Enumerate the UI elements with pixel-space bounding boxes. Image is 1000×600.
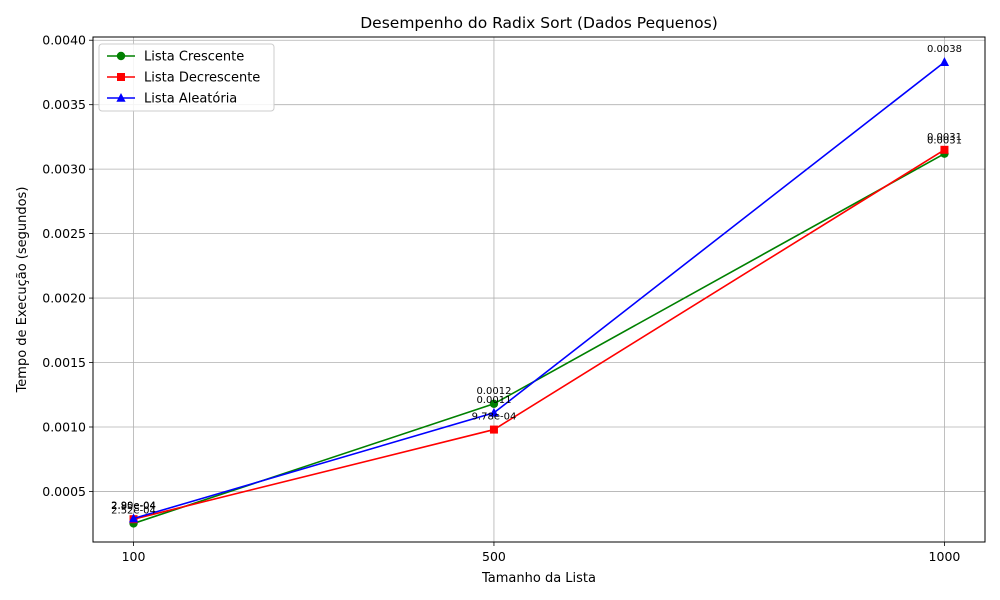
data-point: [489, 399, 499, 408]
y-tick-label: 0.0015: [42, 355, 86, 370]
data-point: [940, 145, 949, 154]
plot-frame: [92, 36, 986, 543]
data-label: 9.78e-04: [472, 412, 517, 423]
x-tick-label: 500: [482, 549, 506, 564]
y-tick-label: 0.0025: [42, 226, 86, 241]
data-label: 0.0012: [476, 386, 511, 397]
data-label: 2.85e-04: [111, 501, 156, 512]
data-label: 0.0031: [927, 136, 962, 147]
data-labels: 2.52e-04 0.0012 0.0031 2.85e-04 9.78e-04 0.00…: [111, 44, 962, 516]
data-point: [116, 51, 126, 61]
legend-box: [98, 43, 275, 112]
data-point: [489, 407, 499, 417]
y-tick-label: 0.0030: [42, 162, 86, 177]
data-point: [117, 73, 125, 81]
y-axis-label: Tempo de Execução (segundos): [15, 187, 30, 394]
legend: Lista Crescente Lista Decrescente Lista Al…: [98, 43, 275, 112]
x-tick-label: 1000: [929, 549, 961, 564]
series-line: [133, 149, 945, 520]
data-label: 2.90e-04: [111, 501, 156, 512]
series-line: [133, 61, 945, 520]
data-label: 2.52e-04: [111, 505, 156, 516]
data-point: [128, 513, 139, 523]
legend-label: Lista Decrescente: [144, 71, 260, 86]
y-tick-label: 0.0005: [42, 484, 86, 499]
y-tick-label: 0.0020: [42, 291, 86, 306]
grid: [93, 37, 985, 542]
legend-label: Lista Aleatória: [144, 92, 237, 107]
series-line: [133, 152, 945, 525]
legend-label: Lista Crescente: [144, 50, 244, 65]
chart-title: Desempenho do Radix Sort (Dados Pequenos…: [360, 14, 718, 32]
data-point: [489, 425, 498, 434]
data-label: 0.0031: [927, 132, 962, 143]
data-point: [939, 57, 950, 66]
data-label: 0.0038: [927, 44, 962, 55]
x-axis: 100 500 1000: [122, 542, 961, 564]
y-tick-label: 0.0010: [42, 419, 86, 434]
x-tick-label: 100: [122, 549, 146, 564]
y-tick-label: 0.0035: [42, 97, 86, 112]
series-group: [128, 57, 950, 528]
x-axis-label: Tamanho da Lista: [481, 571, 596, 586]
y-axis: 0.0005 0.0010 0.0015 0.0020 0.0025 0.0030 0.00…: [42, 33, 93, 499]
y-tick-label: 0.0040: [42, 33, 86, 48]
data-point: [116, 93, 126, 102]
data-label: 0.0011: [476, 395, 511, 406]
